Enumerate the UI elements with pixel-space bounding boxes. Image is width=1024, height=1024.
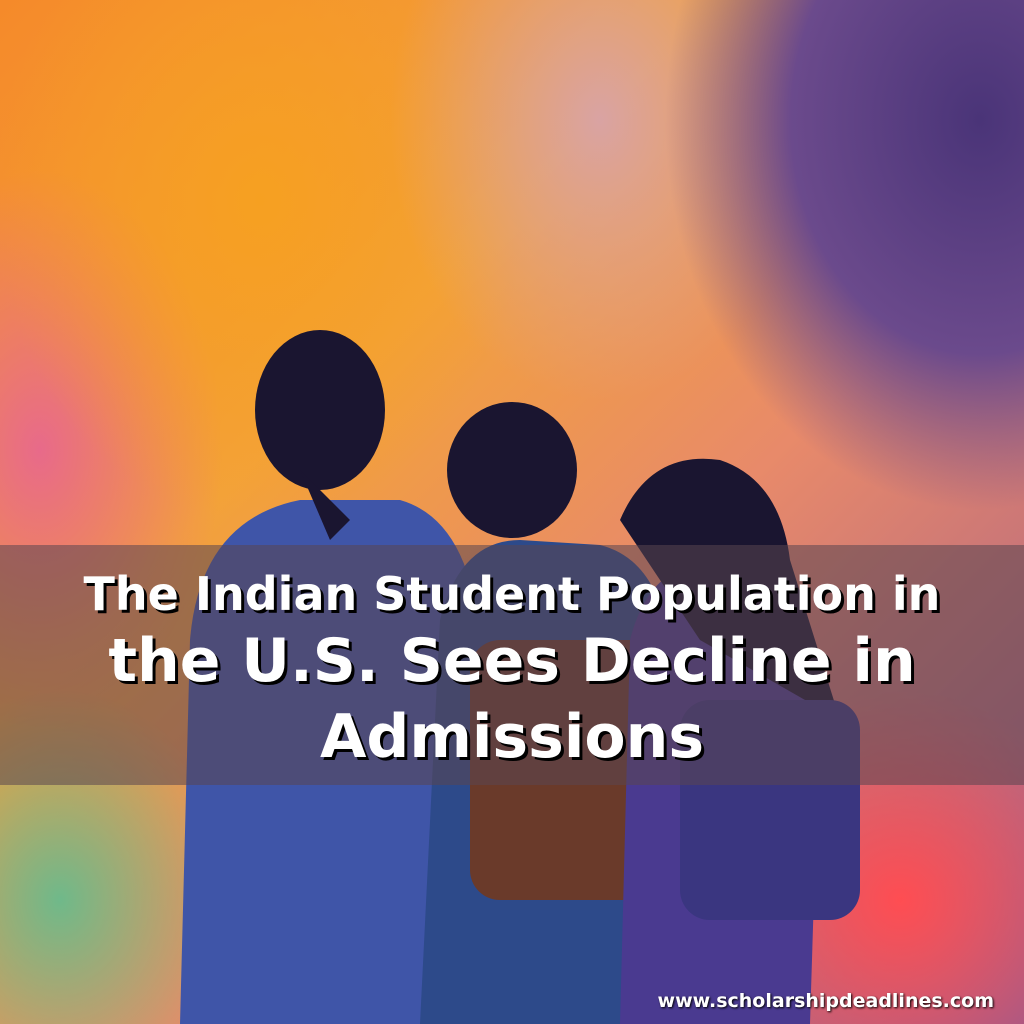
headline-line-3: Admissions — [319, 702, 705, 772]
headline: The Indian Student Population in the U.S… — [0, 565, 1024, 775]
headline-line-2: the U.S. Sees Decline in — [108, 626, 916, 696]
title-band — [0, 545, 1024, 785]
website-url: www.scholarshipdeadlines.com — [657, 990, 994, 1012]
headline-line-1: The Indian Student Population in — [83, 567, 941, 621]
